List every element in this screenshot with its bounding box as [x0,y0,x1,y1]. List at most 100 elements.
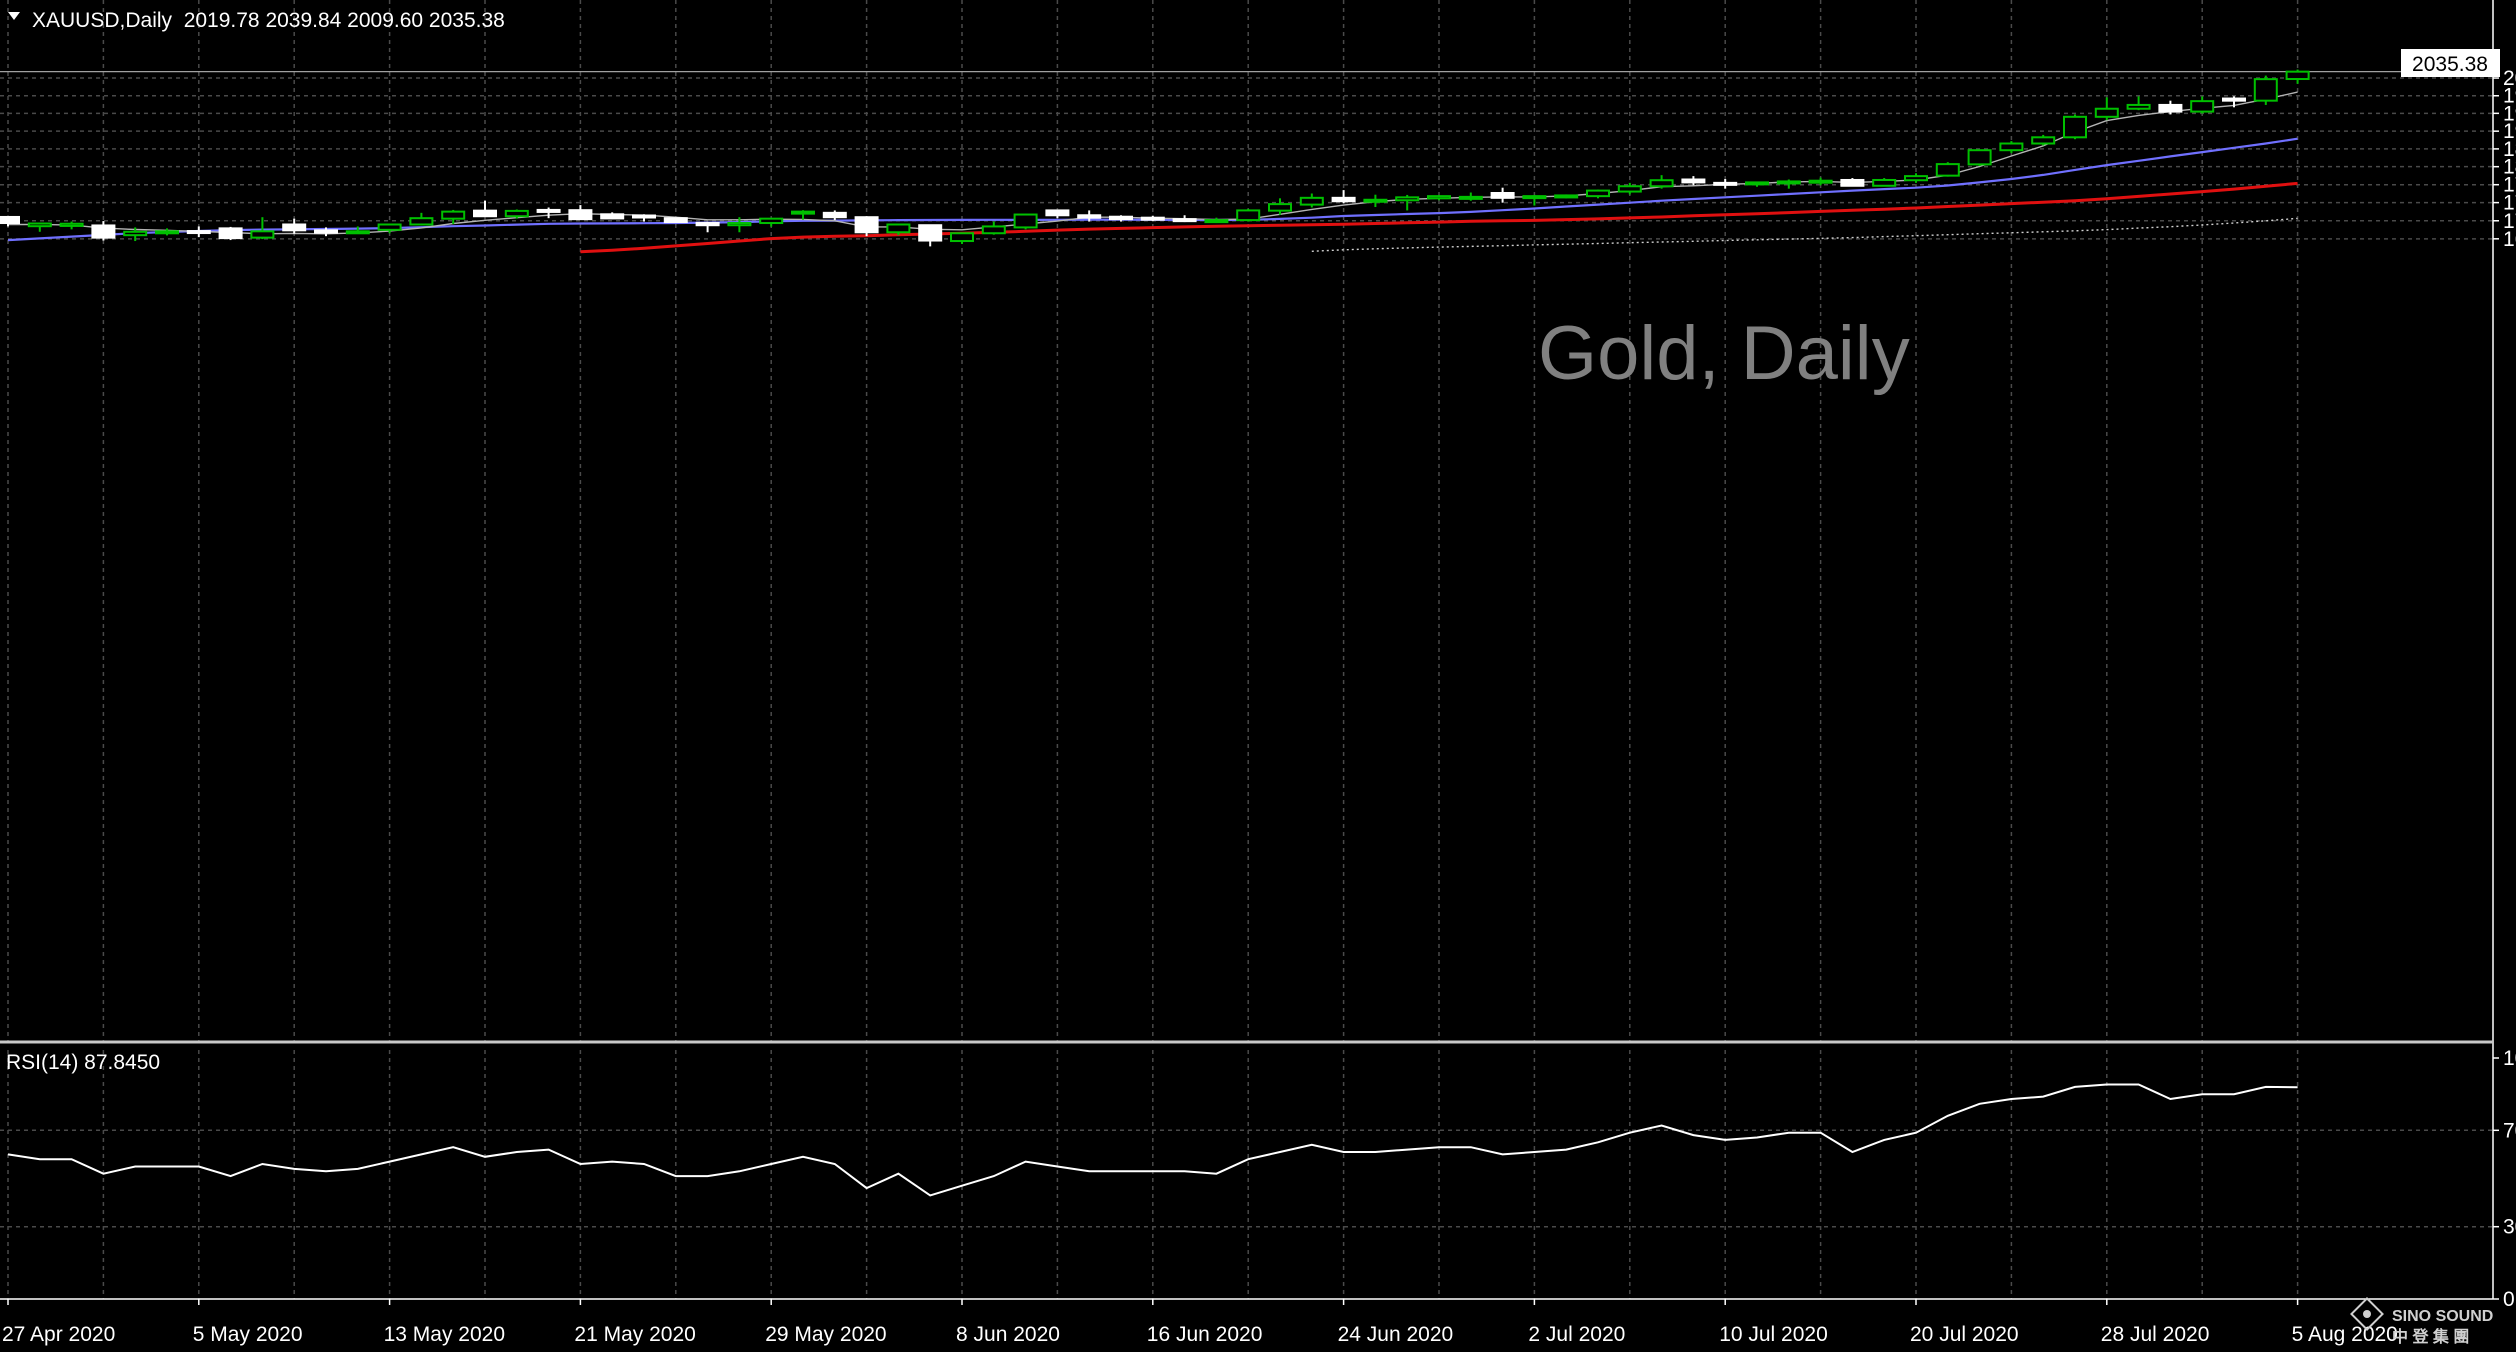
logo-line2: 中 登 集 團 [2392,1327,2469,1346]
bull-candle[interactable] [2031,134,2056,146]
bull-candle[interactable] [1586,189,1610,199]
bear-candle[interactable] [632,214,656,222]
bull-candle[interactable] [2063,114,2087,140]
candle-body [1713,181,1738,186]
candles[interactable] [0,69,2310,247]
candle-body [186,230,211,235]
bull-candle[interactable] [1204,217,1229,224]
bear-candle[interactable] [1077,210,1102,222]
bull-candle[interactable] [981,221,1006,235]
bull-candle[interactable] [1522,194,1547,206]
bull-candle[interactable] [727,217,752,233]
candle-body [1363,198,1388,203]
bull-candle[interactable] [1236,208,1261,222]
bull-candle[interactable] [2253,75,2278,105]
bull-candle[interactable] [1363,194,1388,208]
bull-candle[interactable] [1395,194,1420,211]
bull-candle[interactable] [409,212,434,226]
bear-candle[interactable] [1490,187,1515,203]
candle-body [1649,179,1674,188]
date-tick-label: 20 Jul 2020 [1910,1323,2019,1346]
bull-candle[interactable] [2094,97,2119,121]
candle-body [568,209,593,221]
bull-candle[interactable] [1013,213,1038,230]
bear-candle[interactable] [1681,176,1706,186]
bull-candle[interactable] [1299,193,1324,208]
bull-candle[interactable] [1935,162,1960,177]
candle-body [1617,185,1642,193]
bull-candle[interactable] [1745,181,1769,187]
bull-candle[interactable] [2190,96,2215,114]
bear-candle[interactable] [282,218,307,234]
watermark-title: Gold, Daily [1538,311,1910,396]
candle-body [1045,209,1070,217]
bear-candle[interactable] [918,224,943,247]
bull-candle[interactable] [2285,69,2310,84]
bear-candle[interactable] [663,217,688,224]
bear-candle[interactable] [568,205,593,221]
bull-candle[interactable] [377,223,402,234]
bear-candle[interactable] [1109,215,1133,222]
bear-candle[interactable] [600,212,625,220]
bull-candle[interactable] [950,232,974,244]
current-price-label: 2035.38 [2412,53,2488,76]
bull-candle[interactable] [59,221,84,230]
bull-candle[interactable] [1776,179,1801,189]
symbol-info-text: XAUUSD,Daily 2019.78 2039.84 2009.60 203… [32,9,505,32]
bear-candle[interactable] [1840,178,1865,187]
candle-body [27,222,52,228]
bear-candle[interactable] [536,207,561,219]
triangle-down-icon[interactable] [8,12,20,20]
candle-body [1872,178,1897,187]
bull-candle[interactable] [791,210,815,220]
bear-candle[interactable] [314,227,338,237]
bear-candle[interactable] [695,221,720,233]
bear-candle[interactable] [1713,179,1738,189]
bull-candle[interactable] [1427,194,1451,201]
bull-candle[interactable] [886,223,911,236]
bear-candle[interactable] [1140,215,1165,222]
bull-candle[interactable] [155,228,179,236]
bull-candle[interactable] [1268,198,1292,215]
bull-candle[interactable] [441,209,466,224]
rsi-tick-label: 30 [2503,1216,2516,1239]
bull-candle[interactable] [345,226,370,235]
bull-candle[interactable] [27,222,52,232]
bull-candle[interactable] [250,217,275,240]
bear-candle[interactable] [91,221,116,241]
candle-body [377,223,402,231]
bear-candle[interactable] [0,215,20,227]
logo-line1: SINO SOUND [2392,1308,2493,1325]
bull-candle[interactable] [1554,194,1579,199]
bear-candle[interactable] [1045,209,1070,219]
bull-candle[interactable] [1649,175,1674,189]
candle-body [886,223,911,234]
bull-candle[interactable] [1999,141,2024,154]
bull-candle[interactable] [1458,192,1483,201]
candle-body [1299,196,1324,206]
bear-candle[interactable] [854,216,879,237]
price-tick-label: 1798.20 [2503,174,2516,197]
bull-candle[interactable] [1617,182,1642,195]
candle-body [2253,78,2278,102]
bull-candle[interactable] [1967,149,1992,167]
bull-candle[interactable] [2126,96,2151,111]
bull-candle[interactable] [1904,173,1928,183]
bear-candle[interactable] [186,226,211,238]
bear-candle[interactable] [2222,96,2246,108]
candle-body [314,229,338,234]
date-tick-label: 10 Jul 2020 [1719,1323,1828,1346]
bear-candle[interactable] [822,210,847,221]
bull-candle[interactable] [759,217,784,227]
bull-candle[interactable] [504,209,529,219]
bull-candle[interactable] [1808,177,1833,186]
rsi-tick-label: 70 [2503,1119,2516,1142]
bear-candle[interactable] [473,200,497,218]
bull-candle[interactable] [123,227,148,242]
bull-candle[interactable] [1872,178,1897,187]
bear-candle[interactable] [1172,215,1197,223]
bear-candle[interactable] [218,226,243,241]
bear-candle[interactable] [1331,190,1356,204]
bear-candle[interactable] [2158,100,2183,115]
